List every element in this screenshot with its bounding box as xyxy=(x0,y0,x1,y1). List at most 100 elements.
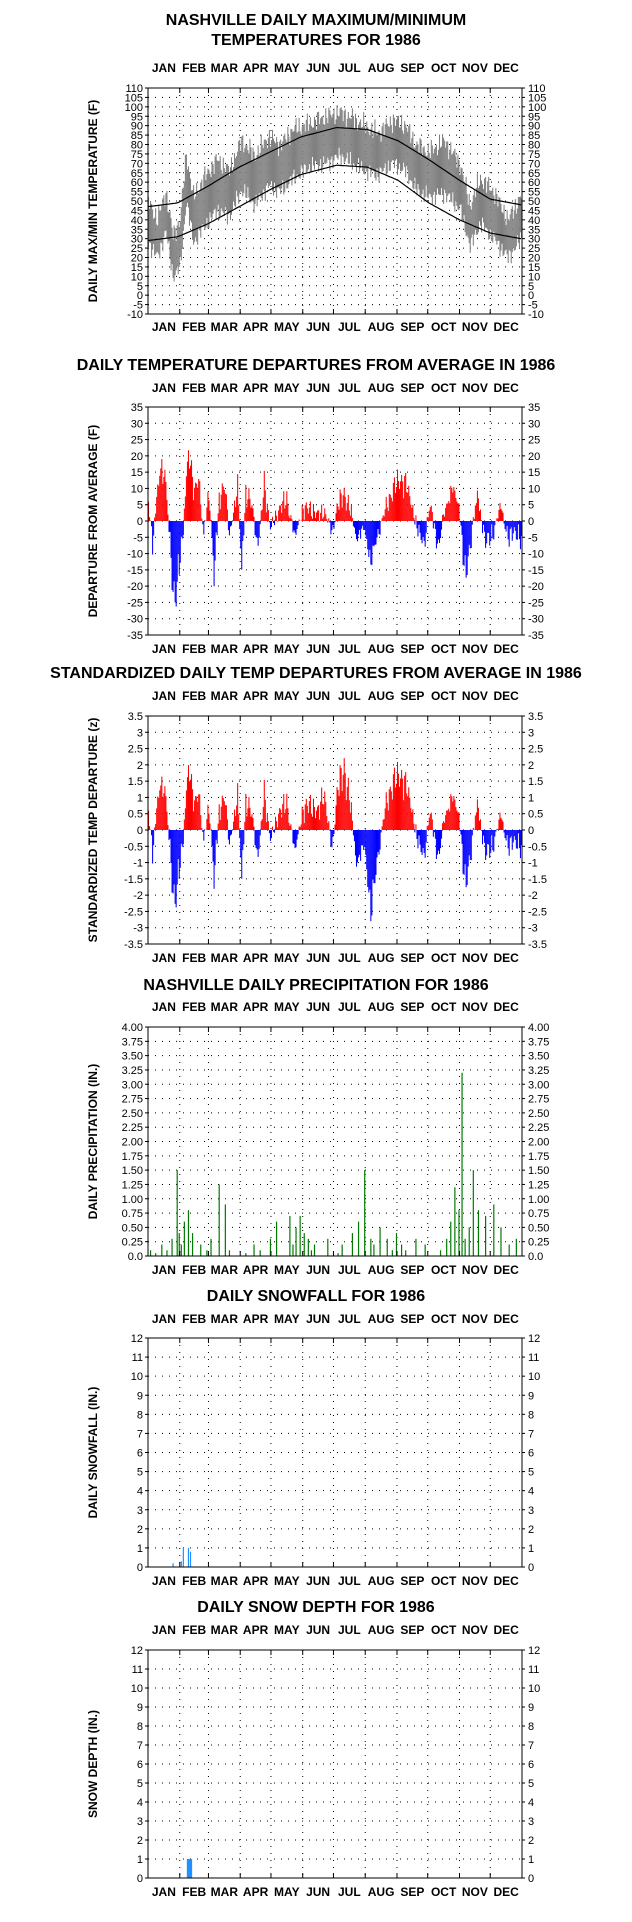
month-label-bottom: SEP xyxy=(400,642,424,656)
y-tick-label-right: 25 xyxy=(528,435,540,447)
y-tick-label-left: -10 xyxy=(127,309,143,321)
month-label-top: SEP xyxy=(400,689,424,703)
y-tick-label-right: 6 xyxy=(528,1759,534,1771)
month-label-top: APR xyxy=(243,689,269,703)
month-label-bottom: AUG xyxy=(368,320,395,334)
y-tick-label-right: 0.0 xyxy=(528,1251,543,1263)
month-label-top: MAY xyxy=(274,1000,300,1014)
y-tick-label-right: 5 xyxy=(528,1778,534,1790)
month-label-bottom: NOV xyxy=(462,1885,488,1899)
y-tick-label-left: 10 xyxy=(131,271,143,283)
month-label-bottom: AUG xyxy=(368,642,395,656)
month-label-bottom: APR xyxy=(243,320,269,334)
month-label-top: JUL xyxy=(338,689,361,703)
y-tick-label-right: 1.25 xyxy=(528,1179,549,1191)
y-tick-label-left: 2.50 xyxy=(122,1108,143,1120)
y-tick-label-left: 4.00 xyxy=(122,1022,143,1034)
month-label-bottom: DEC xyxy=(493,1574,519,1588)
month-label-top: OCT xyxy=(431,61,457,75)
y-tick-label-left: 1 xyxy=(137,792,143,804)
chart-title-line: NASHVILLE DAILY MAXIMUM/MINIMUM xyxy=(166,12,466,29)
month-label-top: JAN xyxy=(152,689,176,703)
y-tick-label-left: 1 xyxy=(137,1854,143,1866)
month-label-bottom: OCT xyxy=(431,642,457,656)
month-label-bottom: FEB xyxy=(182,951,206,965)
y-tick-label-right: 70 xyxy=(528,158,540,170)
month-label-top: MAR xyxy=(211,1000,239,1014)
y-tick-label-right: 2.50 xyxy=(528,1108,549,1120)
y-tick-label-right: 2.00 xyxy=(528,1137,549,1149)
month-label-top: NOV xyxy=(462,1312,488,1326)
y-tick-label-left: 3 xyxy=(137,727,143,739)
plot-area xyxy=(147,758,523,922)
y-tick-label-right: 0 xyxy=(528,1873,534,1885)
y-tick-label-right: 3.25 xyxy=(528,1065,549,1077)
grid xyxy=(148,1337,522,1568)
y-tick-label-left: -15 xyxy=(127,565,143,577)
y-tick-label-left: 5 xyxy=(137,500,143,512)
y-tick-label-left: 9 xyxy=(137,1390,143,1402)
month-label-bottom: JAN xyxy=(152,1574,176,1588)
month-label-bottom: SEP xyxy=(400,1263,424,1277)
chart-title: DAILY TEMPERATURE DEPARTURES FROM AVERAG… xyxy=(77,357,556,374)
month-label-top: DEC xyxy=(493,1000,519,1014)
y-tick-label-left: -25 xyxy=(127,597,143,609)
month-label-top: FEB xyxy=(182,1000,206,1014)
grid xyxy=(148,1026,522,1257)
y-tick-label-right: 15 xyxy=(528,467,540,479)
y-tick-label-left: 11 xyxy=(132,1352,143,1364)
month-label-bottom: NOV xyxy=(462,642,488,656)
month-label-bottom: DEC xyxy=(493,1885,519,1899)
y-tick-label-left: 70 xyxy=(131,158,143,170)
month-label-top: OCT xyxy=(431,381,457,395)
grid xyxy=(148,1649,522,1879)
y-tick-label-left: 7 xyxy=(137,1740,143,1752)
month-label-bottom: JUN xyxy=(306,1885,330,1899)
month-label-bottom: DEC xyxy=(493,642,519,656)
y-tick-label-left: 2 xyxy=(137,1524,143,1536)
y-tick-label-right: 10 xyxy=(528,1683,540,1695)
y-tick-label-left: 3.25 xyxy=(122,1065,143,1077)
y-tick-label-left: 110 xyxy=(125,83,143,95)
month-label-top: JAN xyxy=(152,1623,176,1637)
month-label-top: MAR xyxy=(211,689,239,703)
y-tick-label-left: 1.25 xyxy=(122,1179,143,1191)
month-label-bottom: APR xyxy=(243,951,269,965)
chart-title: DAILY SNOW DEPTH FOR 1986 xyxy=(197,1599,434,1616)
month-label-bottom: MAY xyxy=(274,951,300,965)
y-tick-label-left: 10 xyxy=(131,1371,143,1383)
y-tick-label-left: 3 xyxy=(137,1816,143,1828)
y-tick-label-left: -10 xyxy=(127,549,143,561)
month-label-bottom: NOV xyxy=(462,951,488,965)
month-label-bottom: MAR xyxy=(211,1885,239,1899)
month-label-top: JAN xyxy=(152,61,176,75)
y-tick-label-right: 2 xyxy=(528,1835,534,1847)
month-label-top: OCT xyxy=(431,1000,457,1014)
y-tick-label-right: 30 xyxy=(528,234,540,246)
month-label-top: AUG xyxy=(368,689,395,703)
y-tick-label-left: 15 xyxy=(131,262,143,274)
month-label-top: OCT xyxy=(431,689,457,703)
y-tick-label-left: -3.5 xyxy=(124,939,143,951)
month-label-bottom: MAY xyxy=(274,320,300,334)
y-tick-label-left: 2 xyxy=(137,760,143,772)
y-tick-label-left: 3.5 xyxy=(128,711,143,723)
y-tick-label-right: 0.25 xyxy=(528,1237,549,1249)
y-tick-label-left: 2.5 xyxy=(128,744,143,756)
month-label-top: JUL xyxy=(338,1000,361,1014)
month-label-top: AUG xyxy=(368,1000,395,1014)
chart-precip: NASHVILLE DAILY PRECIPITATION FOR 1986 JA… xyxy=(86,977,549,1277)
y-tick-label-right: 3.75 xyxy=(528,1036,549,1048)
month-label-top: MAR xyxy=(211,1623,239,1637)
y-tick-label-right: 6 xyxy=(528,1448,534,1460)
y-axis-label: SNOW DEPTH (IN.) xyxy=(86,1710,100,1818)
y-tick-label-right: 12 xyxy=(528,1645,540,1657)
month-label-top: SEP xyxy=(400,1623,424,1637)
y-tick-label-right: -10 xyxy=(528,549,544,561)
month-label-bottom: JUL xyxy=(338,1574,361,1588)
y-tick-label-right: 7 xyxy=(528,1740,534,1752)
month-label-bottom: NOV xyxy=(462,320,488,334)
month-label-top: NOV xyxy=(462,381,488,395)
month-label-top: SEP xyxy=(400,61,424,75)
